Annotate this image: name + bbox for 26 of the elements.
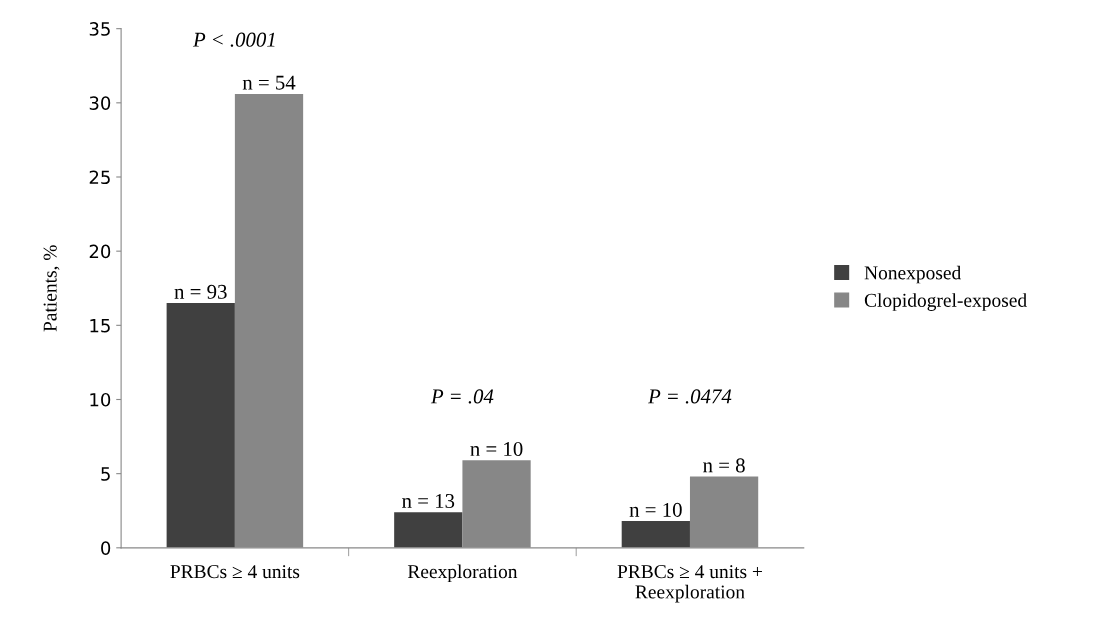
- y-tick-label: 25: [89, 170, 110, 185]
- y-tick-label: 10: [90, 392, 111, 407]
- legend-label: Clopidogrel-exposed: [864, 293, 1027, 311]
- annotation: n = 10: [629, 502, 682, 517]
- bar: [166, 303, 235, 548]
- annotation: P < .0001: [192, 32, 275, 47]
- bar: [621, 521, 690, 548]
- x-tick-label: PRBCs ≥ 4 units + Reexploration: [617, 565, 762, 603]
- annotation: n = 93: [174, 284, 227, 299]
- x-tick-label: PRBCs ≥ 4 units: [170, 565, 300, 579]
- annotation: n = 54: [242, 75, 296, 90]
- y-axis-title: Patients, %: [43, 245, 60, 332]
- x-tick-label: Reexploration: [407, 564, 518, 583]
- y-tick-label: 30: [89, 96, 111, 110]
- annotation: P = .0474: [647, 389, 732, 404]
- legend-label: Nonexposed: [864, 265, 962, 284]
- annotation: n = 8: [703, 458, 745, 473]
- annotation: n = 13: [402, 493, 455, 508]
- y-tick-label: 15: [90, 319, 110, 333]
- y-tick-label: 20: [89, 244, 111, 259]
- y-tick-label: 5: [101, 467, 110, 481]
- y-tick-label: 0: [101, 541, 111, 555]
- y-tick-label: 35: [89, 22, 110, 36]
- bar: [394, 512, 463, 548]
- annotation: n = 10: [470, 442, 523, 457]
- annotation: P = .04: [430, 389, 494, 404]
